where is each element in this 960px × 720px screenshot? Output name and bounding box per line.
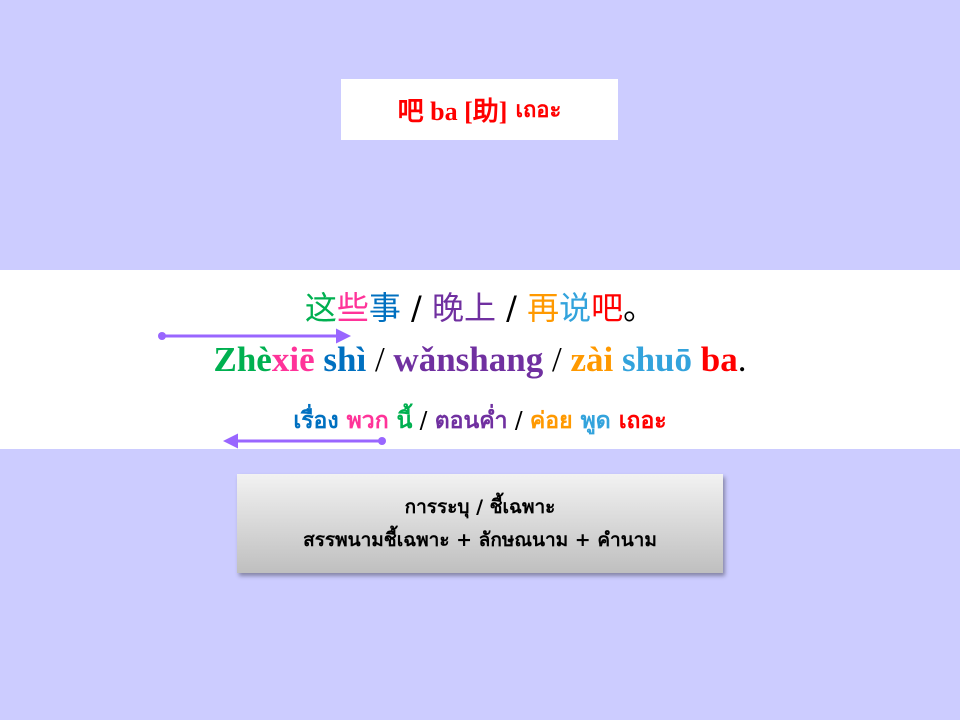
segment: zài bbox=[570, 340, 614, 379]
segment: ค่อย bbox=[529, 408, 573, 434]
segment: 晚上 bbox=[431, 289, 496, 327]
segment: / bbox=[412, 408, 435, 434]
segment: เรื่อง bbox=[293, 408, 339, 434]
segment: xiē bbox=[271, 340, 315, 379]
segment: พูด bbox=[572, 408, 611, 434]
segment: 些 bbox=[336, 289, 369, 327]
segment: 再 bbox=[527, 289, 560, 327]
segment: นี้ bbox=[388, 408, 413, 434]
segment: shuō bbox=[613, 340, 693, 379]
segment: / bbox=[400, 289, 432, 327]
segment: พวก bbox=[338, 408, 389, 434]
example-band bbox=[0, 270, 960, 449]
segment: / bbox=[496, 289, 528, 327]
grammar-note-box: การระบุ / ชี้เฉพาะ สรรพนามชี้เฉพาะ + ลัก… bbox=[237, 474, 723, 573]
segment: / bbox=[507, 408, 530, 434]
pinyin-sentence: Zhèxiē shì / wǎnshang / zài shuō ba. bbox=[0, 340, 960, 380]
segment: 这 bbox=[304, 289, 337, 327]
segment: 说 bbox=[559, 289, 592, 327]
segment: Zhè bbox=[213, 340, 272, 379]
segment: 。 bbox=[623, 289, 656, 327]
segment: 吧 bbox=[591, 289, 624, 327]
segment: shì bbox=[314, 340, 367, 379]
segment: ตอนค่ำ bbox=[434, 408, 508, 434]
title-box: 吧 ba [助] เถอะ bbox=[341, 79, 618, 140]
segment: . bbox=[737, 340, 747, 379]
segment: / bbox=[543, 340, 571, 379]
hanzi-sentence: 这些事 / 晚上 / 再说吧。 bbox=[0, 283, 960, 329]
segment: wǎnshang bbox=[393, 340, 544, 379]
note-line-1: การระบุ / ชี้เฉพาะ bbox=[404, 496, 556, 519]
segment: เถอะ bbox=[610, 408, 667, 434]
segment: / bbox=[366, 340, 394, 379]
title-thai: เถอะ bbox=[515, 98, 562, 123]
thai-sentence: เรื่อง พวก นี้ / ตอนค่ำ / ค่อย พูด เถอะ bbox=[0, 403, 960, 439]
note-line-2: สรรพนามชี้เฉพาะ + ลักษณนาม + คำนาม bbox=[303, 528, 657, 551]
segment: 事 bbox=[368, 289, 401, 327]
title-chinese: 吧 ba [助] bbox=[397, 97, 508, 126]
segment: ba bbox=[692, 340, 738, 379]
